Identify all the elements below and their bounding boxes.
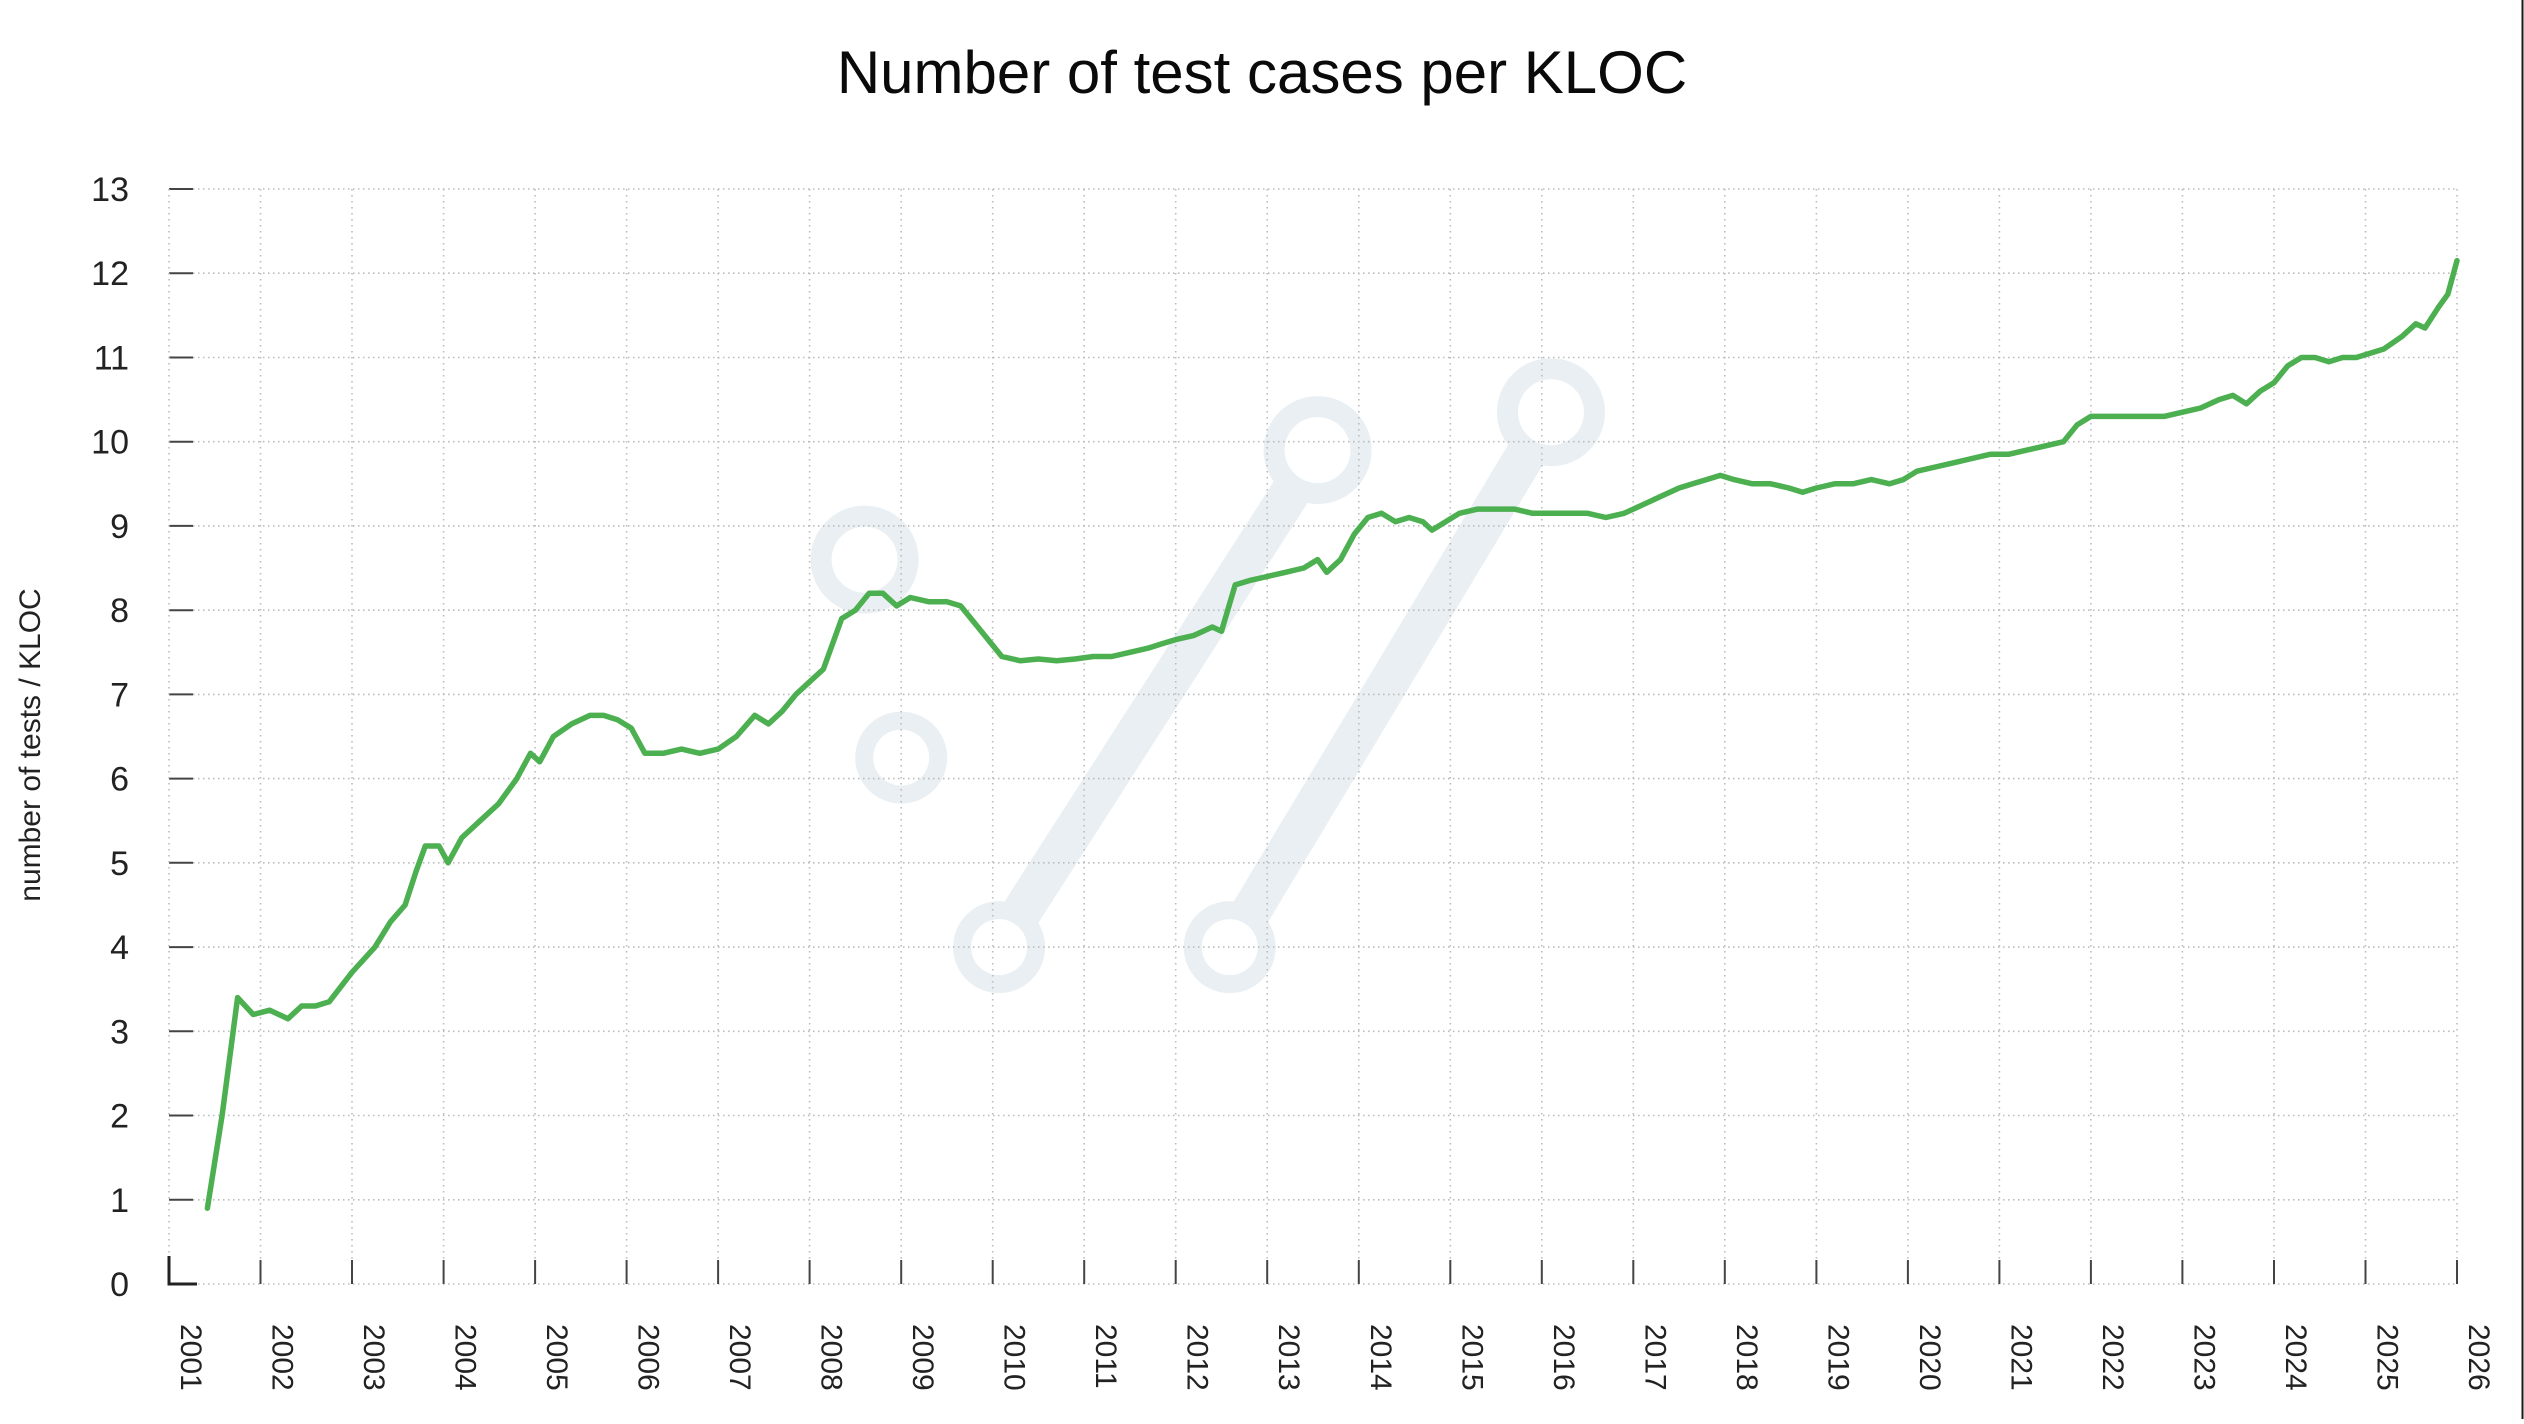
svg-text:2023: 2023: [2187, 1324, 2220, 1391]
svg-text:2015: 2015: [1455, 1324, 1488, 1391]
svg-text:2013: 2013: [1272, 1324, 1305, 1391]
svg-text:2016: 2016: [1547, 1324, 1580, 1391]
svg-text:2009: 2009: [906, 1324, 939, 1391]
svg-text:2002: 2002: [266, 1324, 299, 1391]
svg-text:2004: 2004: [449, 1324, 482, 1391]
svg-text:7: 7: [110, 676, 129, 714]
svg-text:4: 4: [110, 929, 129, 967]
svg-text:9: 9: [110, 508, 129, 546]
svg-text:13: 13: [91, 171, 129, 209]
svg-text:2011: 2011: [1089, 1324, 1122, 1389]
svg-text:3: 3: [110, 1013, 129, 1051]
svg-text:2007: 2007: [723, 1324, 756, 1391]
svg-text:2005: 2005: [540, 1324, 573, 1391]
svg-text:2022: 2022: [2096, 1324, 2129, 1391]
svg-text:8: 8: [110, 592, 129, 630]
svg-text:2006: 2006: [632, 1324, 665, 1391]
svg-text:5: 5: [110, 845, 129, 883]
svg-text:2025: 2025: [2371, 1324, 2404, 1391]
svg-text:10: 10: [91, 424, 129, 462]
svg-text:2026: 2026: [2462, 1324, 2495, 1391]
svg-text:2017: 2017: [1638, 1324, 1671, 1391]
svg-text:1: 1: [110, 1182, 129, 1220]
svg-text:number of tests / KLOC: number of tests / KLOC: [14, 588, 47, 901]
svg-text:2021: 2021: [2004, 1324, 2037, 1391]
svg-text:2010: 2010: [998, 1324, 1031, 1391]
svg-text:2019: 2019: [1821, 1324, 1854, 1391]
svg-text:6: 6: [110, 761, 129, 799]
svg-text:2024: 2024: [2279, 1324, 2312, 1391]
svg-text:0: 0: [110, 1266, 129, 1304]
svg-text:11: 11: [94, 340, 129, 378]
svg-text:2001: 2001: [174, 1324, 207, 1391]
svg-text:2014: 2014: [1364, 1324, 1397, 1391]
svg-text:2018: 2018: [1730, 1324, 1763, 1391]
svg-text:2012: 2012: [1181, 1324, 1214, 1391]
svg-text:2008: 2008: [815, 1324, 848, 1391]
svg-text:2: 2: [110, 1098, 129, 1136]
svg-text:2020: 2020: [1913, 1324, 1946, 1391]
svg-text:12: 12: [91, 255, 129, 293]
svg-text:2003: 2003: [357, 1324, 390, 1391]
